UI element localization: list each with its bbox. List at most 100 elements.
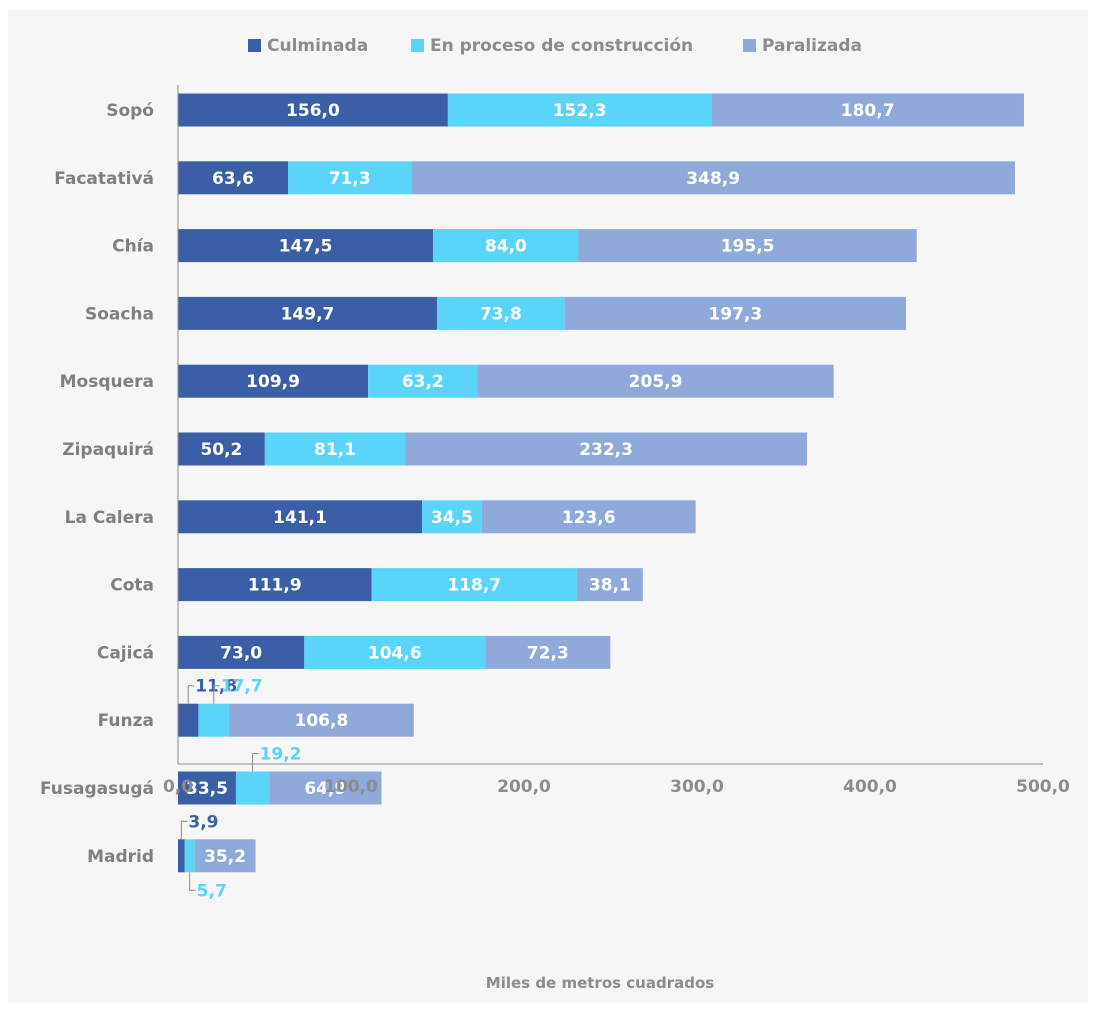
- callout-label: 17,7: [221, 677, 263, 697]
- data-label: 71,3: [329, 169, 371, 189]
- x-tick-label: 400,0: [843, 777, 897, 797]
- legend-swatch-culminada: [248, 39, 261, 52]
- x-tick-label: 100,0: [324, 777, 378, 797]
- bar-facatativa-paralizada: [411, 161, 1015, 195]
- bar-sopo-culminada: [178, 93, 448, 127]
- stacked-bar-chart: Culminada En proceso de construcción Paral…: [40, 36, 1070, 992]
- data-label: 147,5: [279, 237, 333, 257]
- x-tick-label: 200,0: [497, 777, 551, 797]
- bar-sopo-en-proceso-de-construccion: [447, 93, 712, 127]
- x-tick-label: 300,0: [670, 777, 724, 797]
- legend-swatch-paralizada: [743, 39, 756, 52]
- bar-madrid-paralizada: [194, 839, 256, 873]
- category-label-cota: Cota: [110, 576, 154, 596]
- callout-label: 3,9: [188, 812, 218, 832]
- bar-cajica-culminada: [178, 635, 305, 669]
- data-label: 104,6: [368, 643, 422, 663]
- data-label: 118,7: [447, 576, 501, 596]
- data-label: 141,1: [273, 508, 327, 528]
- bar-chia-paralizada: [578, 229, 917, 263]
- data-label: 84,0: [485, 237, 527, 257]
- category-label-soacha: Soacha: [85, 304, 154, 324]
- bar-fusagasuga-culminada: [178, 771, 236, 805]
- data-label: 64,9: [304, 779, 346, 799]
- data-label: 149,7: [281, 304, 335, 324]
- callout-line: [213, 685, 220, 704]
- bar-mosquera-en-proceso-de-construccion: [368, 364, 478, 398]
- bars: 156,0 152,3 180,7 63,6 71,3 348,9 147,5 84,0 195…: [178, 93, 1024, 873]
- data-label: 63,6: [212, 169, 254, 189]
- bar-cota-paralizada: [576, 568, 643, 602]
- bar-la-calera-culminada: [178, 500, 423, 534]
- legend-label-paralizada: Paralizada: [762, 36, 862, 56]
- bar-funza-culminada: [178, 703, 199, 737]
- callout-line: [252, 753, 259, 772]
- data-label: 180,7: [841, 101, 895, 121]
- category-label-la-calera: La Calera: [65, 508, 154, 528]
- category-label-funza: Funza: [98, 711, 154, 731]
- bar-cajica-en-proceso-de-construccion: [304, 635, 486, 669]
- data-label: 232,3: [579, 440, 633, 460]
- category-label-madrid: Madrid: [87, 847, 154, 867]
- callout-label: 5,7: [197, 881, 227, 901]
- data-label: 197,3: [708, 304, 762, 324]
- bar-la-calera-en-proceso-de-construccion: [422, 500, 482, 534]
- category-label-chia: Chía: [112, 237, 154, 257]
- bar-madrid-en-proceso-de-construccion: [184, 839, 195, 873]
- category-label-cajica: Cajicá: [97, 643, 154, 663]
- callout-label: 11,8: [195, 677, 237, 697]
- x-axis-title: Miles de metros cuadrados: [486, 974, 714, 992]
- callout-line: [180, 820, 188, 840]
- x-tick-label: 0,0: [163, 777, 193, 797]
- category-label-facatativa: Facatativá: [54, 169, 154, 189]
- callouts: 11,817,7 19,2 3,9 5,7: [180, 677, 302, 901]
- bar-funza-en-proceso-de-construccion: [198, 703, 230, 737]
- bar-la-calera-paralizada: [481, 500, 696, 534]
- data-label: 348,9: [686, 169, 740, 189]
- bar-chia-en-proceso-de-construccion: [433, 229, 579, 263]
- bar-soacha-culminada: [178, 296, 437, 330]
- data-label: 81,1: [314, 440, 356, 460]
- category-label-sopo: Sopó: [106, 101, 154, 121]
- data-label: 63,2: [402, 372, 444, 392]
- data-label: 33,5: [186, 779, 228, 799]
- data-label: 152,3: [553, 101, 607, 121]
- callout-line: [189, 872, 196, 891]
- bar-facatativa-culminada: [178, 161, 289, 195]
- data-label: 38,1: [589, 576, 631, 596]
- bar-cota-en-proceso-de-construccion: [371, 568, 577, 602]
- data-label: 205,9: [629, 372, 683, 392]
- bar-cota-culminada: [178, 568, 372, 602]
- data-label: 73,8: [480, 304, 522, 324]
- data-label: 72,3: [527, 643, 569, 663]
- category-label-mosquera: Mosquera: [60, 372, 154, 392]
- bar-madrid-culminada: [178, 839, 185, 873]
- bar-soacha-en-proceso-de-construccion: [436, 296, 565, 330]
- callout-line: [187, 685, 195, 704]
- bar-facatativa-en-proceso-de-construccion: [288, 161, 412, 195]
- bar-fusagasuga-paralizada: [269, 771, 382, 805]
- chart-container: Culminada En proceso de construcción Paral…: [8, 10, 1088, 1003]
- data-label: 195,5: [721, 237, 775, 257]
- bar-soacha-paralizada: [564, 296, 906, 330]
- data-label: 50,2: [200, 440, 242, 460]
- data-label: 73,0: [220, 643, 262, 663]
- bar-mosquera-culminada: [178, 364, 369, 398]
- data-label: 34,5: [431, 508, 473, 528]
- legend-swatch-en-proceso-de-construccion: [411, 39, 424, 52]
- category-label-zipaquira: Zipaquirá: [62, 440, 154, 460]
- x-tick-label: 500,0: [1016, 777, 1070, 797]
- bar-cajica-paralizada: [485, 635, 611, 669]
- bar-fusagasuga-en-proceso-de-construccion: [235, 771, 270, 805]
- legend-label-culminada: Culminada: [267, 36, 368, 56]
- data-label: 123,6: [562, 508, 616, 528]
- bar-zipaquira-en-proceso-de-construccion: [264, 432, 406, 466]
- data-label: 109,9: [246, 372, 300, 392]
- legend-label-en-proceso-de-construccion: En proceso de construcción: [430, 36, 693, 56]
- data-label: 111,9: [248, 576, 302, 596]
- callout-label: 19,2: [260, 745, 302, 765]
- bar-sopo-paralizada: [711, 93, 1024, 127]
- bar-zipaquira-culminada: [178, 432, 265, 466]
- data-label: 35,2: [204, 847, 246, 867]
- data-label: 106,8: [295, 711, 349, 731]
